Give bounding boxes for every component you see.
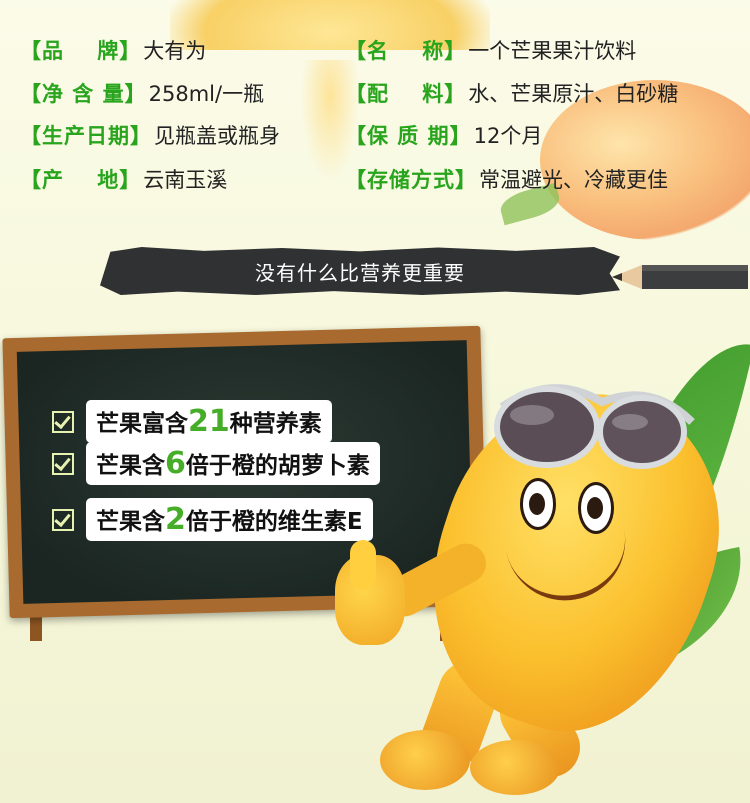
chalk-ribbon	[100, 247, 620, 295]
board-line-vitamin: 芒果含2倍于橙的维生素E	[52, 500, 371, 539]
spec-row-storage: 【存储方式】 常温避光、冷藏更佳	[345, 164, 668, 194]
ribbon-slogan: 没有什么比营养更重要	[255, 260, 465, 285]
spec-label: 【净 含 量】	[20, 82, 147, 106]
mango-decoration	[170, 0, 490, 50]
spec-value: 一个芒果果汁饮料	[468, 39, 637, 63]
spec-row-ingredients: 【配 料】 水、芒果原汁、白砂糖	[345, 78, 678, 108]
spec-value: 见瓶盖或瓶身	[154, 124, 280, 148]
mascot-eye	[520, 478, 556, 530]
pencil-icon	[612, 265, 748, 289]
spec-label: 【品 牌】	[20, 39, 142, 63]
spec-label: 【保 质 期】	[345, 124, 472, 148]
board-highlight: 芒果含2倍于橙的维生素E	[88, 500, 371, 539]
board-highlight: 芒果含6倍于橙的胡萝卜素	[88, 444, 378, 483]
mascot-foot	[380, 730, 470, 790]
spec-row-name: 【名 称】 一个芒果果汁饮料	[345, 35, 636, 65]
spec-value: 水、芒果原汁、白砂糖	[468, 82, 679, 106]
mascot-eye	[578, 482, 614, 534]
spec-label: 【配 料】	[345, 82, 467, 106]
board-line-nutrients: 芒果富含21种营养素	[52, 402, 330, 441]
board-highlight: 芒果富含21种营养素	[88, 402, 330, 441]
sunglasses-icon	[494, 384, 695, 469]
spec-label: 【存储方式】	[345, 168, 477, 192]
spec-row-volume: 【净 含 量】 258ml/一瓶	[20, 78, 264, 108]
peach-decoration	[540, 80, 750, 240]
spec-label: 【名 称】	[345, 39, 467, 63]
spec-label: 【生产日期】	[20, 124, 152, 148]
juice-drop-decoration	[300, 60, 360, 180]
spec-label: 【产 地】	[20, 168, 142, 192]
checkbox-icon	[52, 452, 74, 475]
spec-row-shelf-life: 【保 质 期】 12个月	[345, 120, 542, 150]
board-line-carotene: 芒果含6倍于橙的胡萝卜素	[52, 444, 378, 483]
checkbox-icon	[52, 508, 74, 531]
spec-value: 大有为	[143, 39, 207, 63]
spec-value: 258ml/一瓶	[148, 82, 265, 106]
spec-row-production-date: 【生产日期】 见瓶盖或瓶身	[20, 120, 280, 150]
thumb-finger	[350, 540, 376, 590]
spec-row-origin: 【产 地】 云南玉溪	[20, 164, 227, 194]
spec-value: 常温避光、冷藏更佳	[479, 168, 668, 192]
spec-row-brand: 【品 牌】 大有为	[20, 35, 206, 65]
checkbox-icon	[52, 410, 74, 433]
mascot-foot	[470, 740, 560, 795]
spec-value: 12个月	[473, 124, 543, 148]
spec-value: 云南玉溪	[143, 168, 228, 192]
